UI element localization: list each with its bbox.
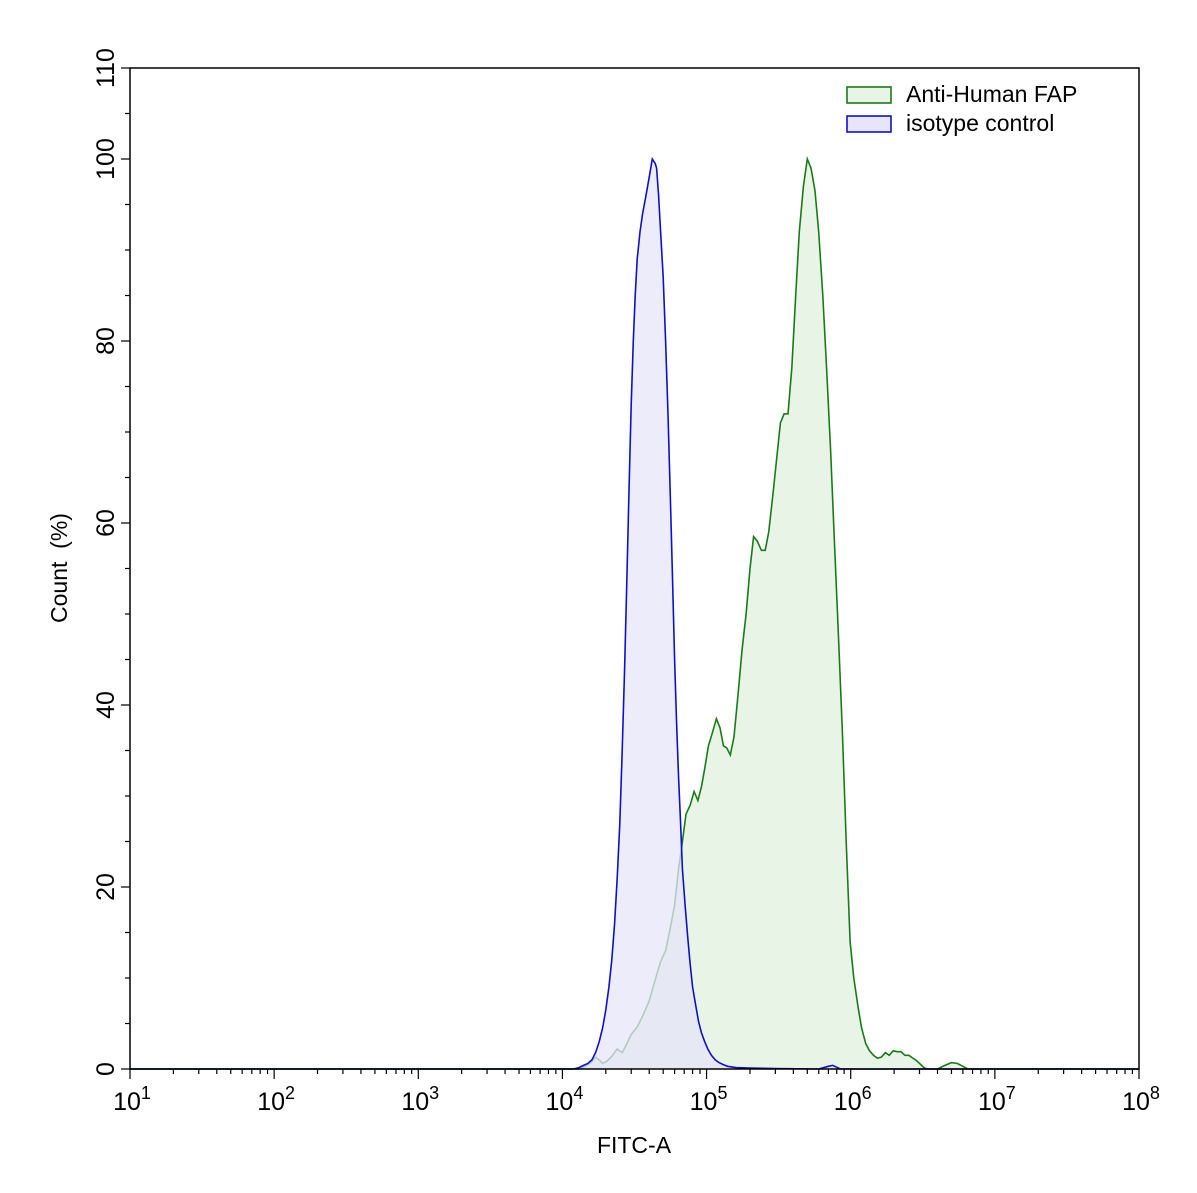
x-axis-title: FITC-A [597,1132,672,1158]
x-tick-label: 101 [113,1083,151,1116]
y-axis: 0 20 40 60 80 100 110 [92,48,130,1076]
legend: Anti-Human FAP isotype control [846,81,1077,136]
x-tick-label: 105 [690,1083,728,1116]
series-1-area [130,159,1139,1069]
legend-swatch-1 [846,115,892,133]
legend-label-1: isotype control [906,110,1054,136]
y-tick-label: 0 [92,1062,120,1076]
y-tick-label: 80 [92,327,120,355]
y-tick-label: 100 [92,138,120,180]
y-tick-label: 110 [92,48,120,88]
x-axis: 101 102 103 104 105 106 107 108 [113,1069,1160,1116]
x-tick-label: 104 [546,1083,584,1116]
y-tick-label: 20 [92,873,120,901]
y-tick-label: 60 [92,509,120,537]
x-tick-label: 108 [1122,1083,1160,1116]
x-tick-label: 103 [401,1083,439,1116]
x-tick-label: 107 [978,1083,1016,1116]
legend-swatch-0 [846,86,892,104]
x-tick-label: 102 [257,1083,295,1116]
x-tick-label: 106 [834,1083,872,1116]
y-tick-label: 40 [92,691,120,719]
legend-label-0: Anti-Human FAP [906,81,1077,107]
y-axis-title: Count (%) [46,513,72,623]
plot-area [130,155,1139,1070]
series-1-line [130,156,1139,1070]
